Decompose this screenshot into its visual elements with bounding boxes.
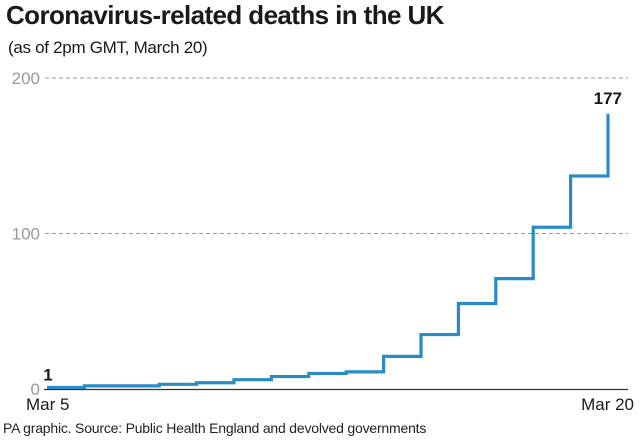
chart-title: Coronavirus-related deaths in the UK <box>6 0 444 30</box>
chart-subtitle: (as of 2pm GMT, March 20) <box>8 38 208 57</box>
y-tick-label-0: 0 <box>31 380 40 399</box>
series-line <box>47 113 610 390</box>
y-tick-label-100: 100 <box>12 225 40 244</box>
y-tick-label-200: 200 <box>12 69 40 88</box>
x-tick-label-mar-5: Mar 5 <box>26 395 69 414</box>
x-tick-label-mar-20: Mar 20 <box>581 395 634 414</box>
source-note: PA graphic. Source: Public Health Englan… <box>3 420 427 436</box>
chart-area: 0 100 200 Mar 5 Mar 20 1 177 <box>12 69 634 414</box>
data-label-mar-5: 1 <box>43 365 52 384</box>
data-label-mar-20: 177 <box>594 89 622 108</box>
